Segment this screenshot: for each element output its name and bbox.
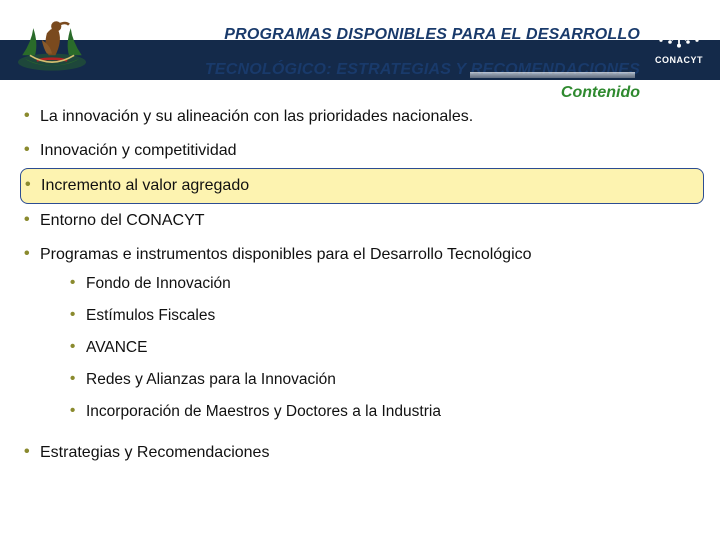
- list-item-label: AVANCE: [86, 339, 147, 356]
- mexico-seal-icon: [6, 6, 98, 74]
- title-line-1: PROGRAMAS DISPONIBLES PARA EL DESARROLLO: [224, 26, 640, 43]
- list-item: Estrategias y Recomendaciones: [20, 436, 710, 470]
- content-area: La innovación y su alineación con las pr…: [0, 100, 720, 470]
- list-item: AVANCE: [66, 332, 710, 364]
- list-item: Innovación y competitividad: [20, 134, 710, 168]
- list-item-label: Incorporación de Maestros y Doctores a l…: [86, 403, 441, 420]
- list-item: Programas e instrumentos disponibles par…: [20, 238, 710, 436]
- sub-bullet-list: Fondo de Innovación Estímulos Fiscales AVA…: [66, 268, 710, 428]
- list-item-label: Estímulos Fiscales: [86, 307, 215, 324]
- mexico-seal: [6, 6, 98, 74]
- list-item-label: Innovación y competitividad: [40, 142, 237, 159]
- list-item-label: Redes y Alianzas para la Innovación: [86, 371, 336, 388]
- list-item-label: Entorno del CONACYT: [40, 212, 205, 229]
- list-item: Incremento al valor agregado: [20, 168, 704, 204]
- conacyt-logo-text: CONACYT: [655, 55, 703, 65]
- conacyt-logo-icon: [652, 13, 706, 53]
- list-item: La innovación y su alineación con las pr…: [20, 100, 710, 134]
- list-item: Incorporación de Maestros y Doctores a l…: [66, 396, 710, 428]
- list-item: Redes y Alianzas para la Innovación: [66, 364, 710, 396]
- list-item-label: Incremento al valor agregado: [41, 177, 249, 194]
- conacyt-logo: CONACYT: [644, 8, 714, 70]
- title-block: PROGRAMAS DISPONIBLES PARA EL DESARROLLO…: [110, 8, 640, 102]
- list-item-label: Programas e instrumentos disponibles par…: [40, 246, 532, 263]
- bullet-list: La innovación y su alineación con las pr…: [20, 100, 710, 470]
- list-item: Fondo de Innovación: [66, 268, 710, 300]
- subtitle-underline: [470, 72, 635, 78]
- slide-title: PROGRAMAS DISPONIBLES PARA EL DESARROLLO…: [110, 8, 640, 78]
- list-item-label: Fondo de Innovación: [86, 275, 231, 292]
- list-item: Entorno del CONACYT: [20, 204, 710, 238]
- slide-header: CONACYT PROGRAMAS DISPONIBLES PARA EL DE…: [0, 0, 720, 80]
- list-item: Estímulos Fiscales: [66, 300, 710, 332]
- list-item-label: La innovación y su alineación con las pr…: [40, 108, 473, 125]
- list-item-label: Estrategias y Recomendaciones: [40, 444, 269, 461]
- slide-root: CONACYT PROGRAMAS DISPONIBLES PARA EL DE…: [0, 0, 720, 540]
